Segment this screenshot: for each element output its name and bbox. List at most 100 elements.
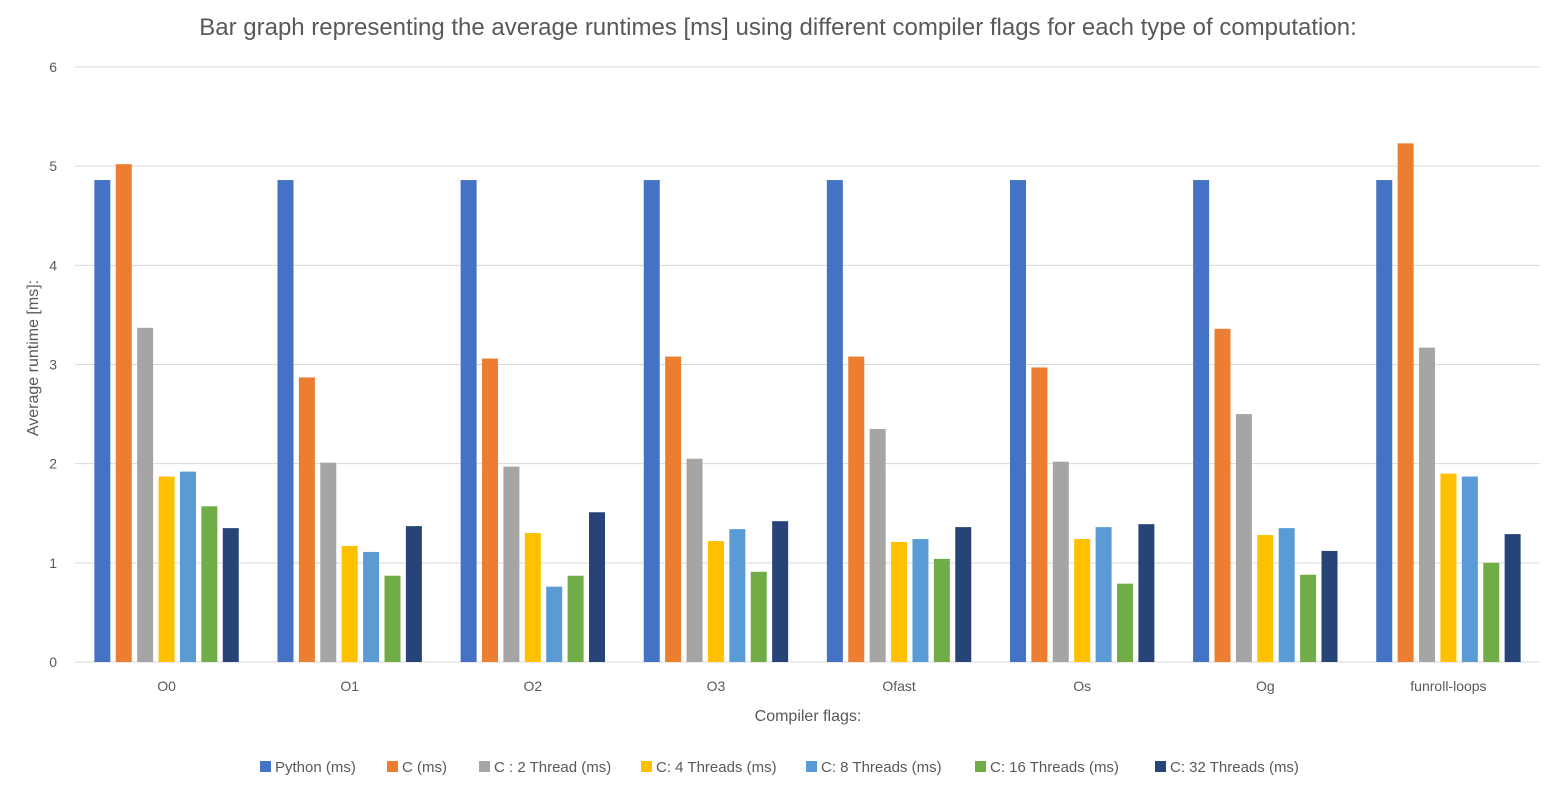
- legend-label: Python (ms): [275, 759, 356, 776]
- bar: [686, 458, 703, 662]
- bar: [1300, 574, 1317, 662]
- x-axis-title: Compiler flags:: [755, 708, 862, 725]
- legend-label: C: 4 Threads (ms): [656, 759, 777, 776]
- legend-swatch: [387, 761, 398, 772]
- bar: [1116, 583, 1133, 662]
- legend-label: C: 16 Threads (ms): [990, 759, 1119, 776]
- bars: [94, 143, 1521, 663]
- legend-label: C: 32 Threads (ms): [1170, 759, 1299, 776]
- bar: [1461, 476, 1478, 662]
- bar: [955, 527, 972, 662]
- bar: [665, 356, 682, 662]
- bar: [869, 428, 886, 662]
- x-tick-label: Ofast: [882, 678, 916, 694]
- bar: [772, 521, 789, 662]
- legend-swatch: [641, 761, 652, 772]
- y-tick-label: 0: [49, 654, 57, 670]
- y-tick-label: 5: [49, 158, 57, 174]
- bar: [1052, 461, 1069, 662]
- bar: [222, 528, 239, 663]
- x-tick-label: O1: [340, 678, 359, 694]
- bar: [1483, 562, 1500, 662]
- legend-item: C: 8 Threads (ms): [806, 759, 942, 776]
- bar: [1504, 534, 1521, 662]
- bar: [298, 377, 315, 662]
- bar: [707, 541, 724, 662]
- x-tick-label: Og: [1256, 678, 1275, 694]
- legend-swatch: [975, 761, 986, 772]
- bar: [115, 164, 132, 662]
- bar: [363, 551, 380, 662]
- legend-item: C: 32 Threads (ms): [1155, 759, 1299, 776]
- legend-label: C (ms): [402, 759, 447, 776]
- bar: [643, 180, 660, 663]
- bar: [1440, 473, 1457, 662]
- y-tick-label: 3: [49, 357, 57, 373]
- y-tick-label: 2: [49, 456, 57, 472]
- y-tick-label: 1: [49, 555, 57, 571]
- gridlines: [75, 66, 1540, 663]
- bar: [1235, 414, 1252, 662]
- y-axis-ticks: 0 1 2 3 4 5 6: [49, 59, 57, 670]
- bar: [320, 462, 337, 662]
- x-tick-label: funroll-loops: [1410, 678, 1486, 694]
- x-tick-label: O3: [707, 678, 726, 694]
- bar: [567, 575, 584, 662]
- bar: [1009, 180, 1026, 663]
- bar: [826, 180, 843, 663]
- legend-item: C (ms): [387, 759, 447, 776]
- x-tick-label: O2: [523, 678, 542, 694]
- legend-item: Python (ms): [260, 759, 356, 776]
- bar: [589, 512, 606, 662]
- bar: [524, 533, 541, 662]
- bar: [750, 571, 767, 662]
- bar: [1376, 180, 1393, 663]
- bar: [1074, 539, 1091, 662]
- legend-swatch: [806, 761, 817, 772]
- bar: [341, 545, 358, 662]
- bar: [1419, 347, 1436, 662]
- bar: [848, 356, 865, 662]
- bar: [277, 180, 294, 663]
- bar: [546, 586, 563, 662]
- bar: [94, 180, 111, 663]
- legend-label: C : 2 Thread (ms): [494, 759, 611, 776]
- bar: [1031, 367, 1048, 662]
- x-tick-label: O0: [157, 678, 176, 694]
- legend-item: C : 2 Thread (ms): [479, 759, 611, 776]
- bar: [405, 526, 422, 662]
- bar: [1138, 524, 1155, 662]
- bar: [933, 558, 950, 662]
- y-tick-label: 6: [49, 59, 57, 75]
- bar: [1397, 143, 1414, 663]
- bar: [891, 542, 908, 662]
- legend-item: C: 4 Threads (ms): [641, 759, 777, 776]
- bar: [384, 575, 401, 662]
- bar: [1257, 535, 1274, 662]
- bar: [482, 358, 499, 662]
- legend: Python (ms) C (ms) C : 2 Thread (ms) C: 4 T…: [260, 759, 1299, 776]
- x-axis-ticks: O0 O1 O2 O3 Ofast Os Og funroll-loops: [157, 678, 1486, 694]
- legend-label: C: 8 Threads (ms): [821, 759, 942, 776]
- bar: [1321, 550, 1338, 662]
- legend-item: C: 16 Threads (ms): [975, 759, 1119, 776]
- x-tick-label: Os: [1073, 678, 1091, 694]
- y-tick-label: 4: [49, 257, 57, 273]
- bar: [503, 466, 520, 662]
- chart-title: Bar graph representing the average runti…: [199, 14, 1357, 41]
- bar: [158, 476, 175, 662]
- bar: [1193, 180, 1210, 663]
- bar: [729, 529, 746, 662]
- bar: [137, 327, 154, 662]
- bar: [179, 471, 196, 662]
- y-axis-title: Average runtime [ms]:: [25, 280, 42, 436]
- bar: [1095, 527, 1112, 662]
- bar: [912, 539, 929, 662]
- bar: [201, 506, 218, 662]
- legend-swatch: [260, 761, 271, 772]
- bar: [460, 180, 477, 663]
- bar: [1278, 528, 1295, 663]
- legend-swatch: [479, 761, 490, 772]
